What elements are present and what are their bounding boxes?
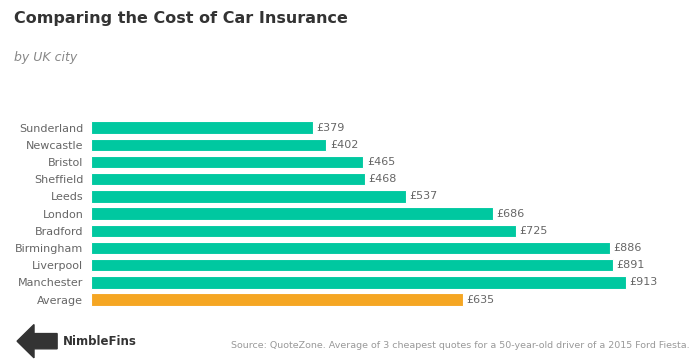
Bar [91, 224, 516, 237]
Bar [91, 293, 463, 306]
Text: NimbleFins: NimbleFins [63, 335, 137, 348]
Text: £635: £635 [466, 295, 495, 304]
Bar [91, 190, 405, 203]
Text: £402: £402 [330, 140, 358, 150]
Text: £465: £465 [367, 157, 395, 167]
Text: £886: £886 [613, 243, 642, 253]
Text: £891: £891 [617, 260, 645, 270]
Bar [91, 242, 610, 254]
Text: £725: £725 [519, 226, 547, 236]
Bar [91, 173, 365, 185]
Text: by UK city: by UK city [14, 51, 77, 64]
Text: £537: £537 [409, 191, 438, 201]
Text: £913: £913 [629, 277, 657, 287]
Bar [91, 121, 313, 134]
Bar [91, 139, 326, 151]
Bar [91, 207, 493, 220]
Bar [91, 276, 626, 289]
Text: Comparing the Cost of Car Insurance: Comparing the Cost of Car Insurance [14, 11, 348, 26]
Polygon shape [17, 324, 57, 358]
Bar [91, 259, 613, 272]
Text: £686: £686 [496, 209, 524, 219]
Text: Source: QuoteZone. Average of 3 cheapest quotes for a 50-year-old driver of a 20: Source: QuoteZone. Average of 3 cheapest… [231, 341, 690, 350]
Bar [91, 156, 363, 168]
Text: £468: £468 [369, 174, 397, 184]
Text: £379: £379 [316, 123, 345, 132]
